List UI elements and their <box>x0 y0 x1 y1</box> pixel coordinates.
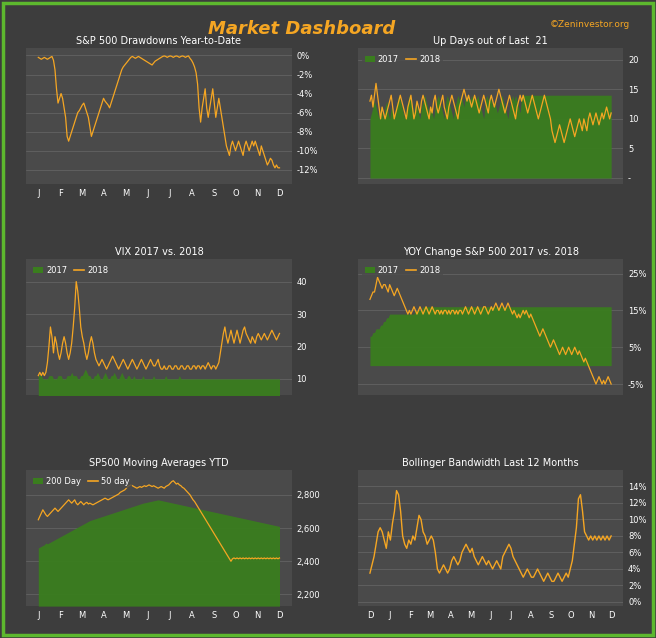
Title: Bollinger Bandwidth Last 12 Months: Bollinger Bandwidth Last 12 Months <box>402 458 579 468</box>
Title: S&P 500 Drawdowns Year-to-Date: S&P 500 Drawdowns Year-to-Date <box>76 36 241 46</box>
Legend: 200 Day, 50 day: 200 Day, 50 day <box>30 474 133 488</box>
Legend: 2017, 2018: 2017, 2018 <box>30 263 111 277</box>
Text: ©Zeninvestor.org: ©Zeninvestor.org <box>550 20 630 29</box>
Title: VIX 2017 vs. 2018: VIX 2017 vs. 2018 <box>115 247 203 256</box>
Title: Up Days out of Last  21: Up Days out of Last 21 <box>433 36 548 46</box>
Legend: 2017, 2018: 2017, 2018 <box>362 52 443 66</box>
Text: Market Dashboard: Market Dashboard <box>208 20 396 38</box>
Title: SP500 Moving Averages YTD: SP500 Moving Averages YTD <box>89 458 229 468</box>
Title: YOY Change S&P 500 2017 vs. 2018: YOY Change S&P 500 2017 vs. 2018 <box>403 247 579 256</box>
Legend: 2017, 2018: 2017, 2018 <box>362 263 443 277</box>
